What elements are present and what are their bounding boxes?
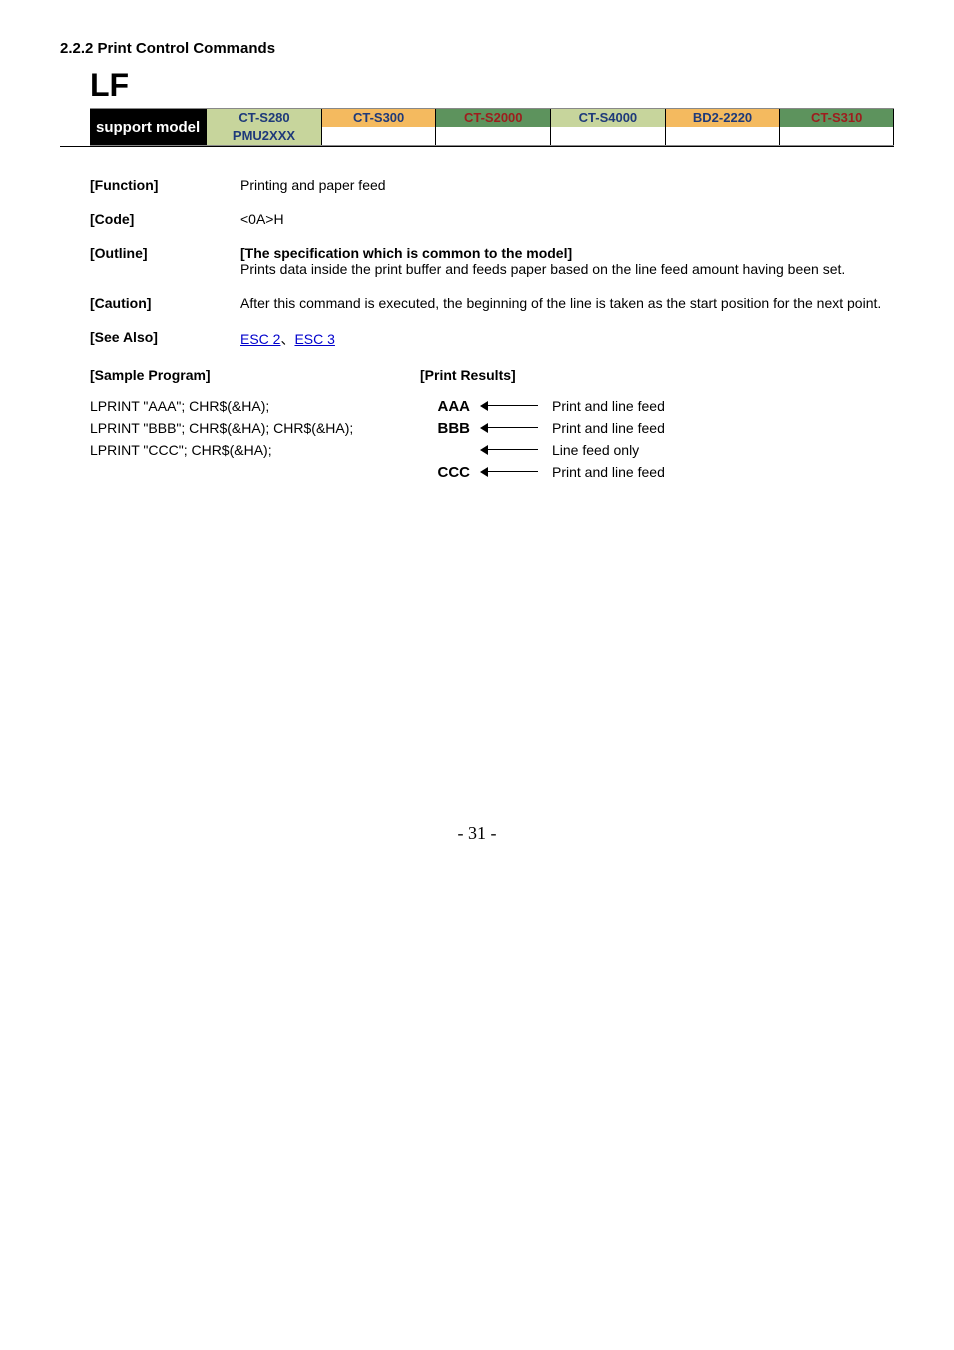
model-cell: CT-S310 bbox=[779, 109, 894, 127]
seealso-label: [See Also] bbox=[90, 329, 240, 349]
code-line: LPRINT "BBB"; CHR$(&HA); CHR$(&HA); bbox=[90, 417, 420, 439]
code-label: [Code] bbox=[90, 211, 240, 227]
model-cell: CT-S280 bbox=[206, 109, 321, 127]
model-cell bbox=[321, 127, 436, 145]
result-line: CCC Print and line feed bbox=[420, 461, 894, 483]
command-title: LF bbox=[90, 67, 894, 104]
caution-value: After this command is executed, the begi… bbox=[240, 295, 894, 311]
model-cell bbox=[550, 127, 665, 145]
result-desc: Print and line feed bbox=[538, 420, 665, 436]
section-heading: 2.2.2 Print Control Commands bbox=[60, 40, 894, 57]
model-cell bbox=[665, 127, 780, 145]
support-table: CT-S280 CT-S300 CT-S2000 CT-S4000 BD2-22… bbox=[206, 109, 894, 145]
code-row: [Code] <0A>H bbox=[90, 211, 894, 227]
divider bbox=[60, 146, 894, 147]
content: [Function] Printing and paper feed [Code… bbox=[90, 177, 894, 483]
page-number: - 31 - bbox=[60, 823, 894, 844]
caution-row: [Caution] After this command is executed… bbox=[90, 295, 894, 311]
function-row: [Function] Printing and paper feed bbox=[90, 177, 894, 193]
arrow-icon bbox=[478, 401, 538, 411]
seealso-value: ESC 2、ESC 3 bbox=[240, 329, 894, 349]
result-desc: Print and line feed bbox=[538, 398, 665, 414]
model-cell: CT-S4000 bbox=[550, 109, 665, 127]
code-value: <0A>H bbox=[240, 211, 894, 227]
result-line: Line feed only bbox=[420, 439, 894, 461]
model-cell bbox=[435, 127, 550, 145]
function-value: Printing and paper feed bbox=[240, 177, 894, 193]
sample-content: LPRINT "AAA"; CHR$(&HA); LPRINT "BBB"; C… bbox=[90, 395, 894, 483]
support-model-row: support model CT-S280 CT-S300 CT-S2000 C… bbox=[90, 108, 894, 146]
model-cell: CT-S2000 bbox=[435, 109, 550, 127]
result-line: BBB Print and line feed bbox=[420, 417, 894, 439]
separator: 、 bbox=[280, 331, 294, 347]
support-label: support model bbox=[90, 109, 206, 145]
result-text: AAA bbox=[420, 398, 478, 415]
code-line: LPRINT "CCC"; CHR$(&HA); bbox=[90, 439, 420, 461]
outline-title: [The specification which is common to th… bbox=[240, 245, 572, 261]
arrow-icon bbox=[478, 467, 538, 477]
outline-value: [The specification which is common to th… bbox=[240, 245, 894, 277]
print-results-label: [Print Results] bbox=[420, 367, 516, 383]
sample-program-label: [Sample Program] bbox=[90, 367, 420, 383]
outline-body: Prints data inside the print buffer and … bbox=[240, 261, 845, 277]
caution-label: [Caution] bbox=[90, 295, 240, 311]
code-column: LPRINT "AAA"; CHR$(&HA); LPRINT "BBB"; C… bbox=[90, 395, 420, 483]
model-cell: CT-S300 bbox=[321, 109, 436, 127]
sample-header-row: [Sample Program] [Print Results] bbox=[90, 367, 894, 383]
result-text: CCC bbox=[420, 464, 478, 481]
link-esc2[interactable]: ESC 2 bbox=[240, 331, 280, 347]
model-cell: PMU2XXX bbox=[206, 127, 321, 145]
arrow-icon bbox=[478, 445, 538, 455]
model-cell bbox=[779, 127, 894, 145]
link-esc3[interactable]: ESC 3 bbox=[294, 331, 334, 347]
outline-row: [Outline] [The specification which is co… bbox=[90, 245, 894, 277]
function-label: [Function] bbox=[90, 177, 240, 193]
model-cell: BD2-2220 bbox=[665, 109, 780, 127]
result-desc: Print and line feed bbox=[538, 464, 665, 480]
result-text: BBB bbox=[420, 420, 478, 437]
code-line: LPRINT "AAA"; CHR$(&HA); bbox=[90, 395, 420, 417]
arrow-icon bbox=[478, 423, 538, 433]
results-column: AAA Print and line feed BBB Print and li… bbox=[420, 395, 894, 483]
result-desc: Line feed only bbox=[538, 442, 639, 458]
result-line: AAA Print and line feed bbox=[420, 395, 894, 417]
outline-label: [Outline] bbox=[90, 245, 240, 277]
seealso-row: [See Also] ESC 2、ESC 3 bbox=[90, 329, 894, 349]
